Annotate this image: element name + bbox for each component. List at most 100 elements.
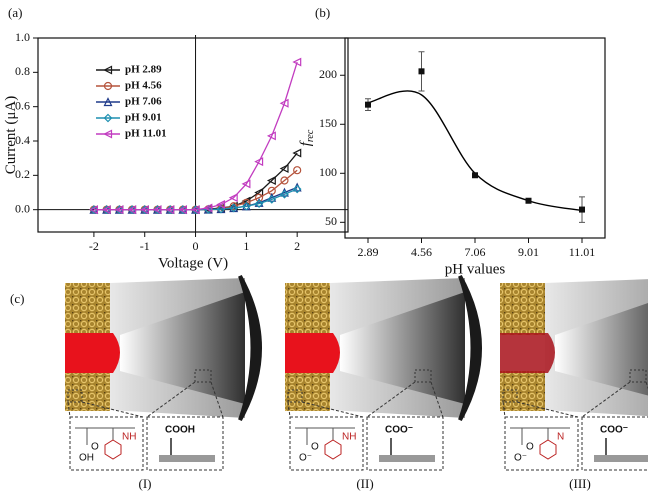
acid-label: COO⁻: [600, 425, 628, 436]
cone-rim: [458, 275, 482, 421]
data-point: [89, 205, 99, 215]
channel-plug: [285, 333, 340, 373]
ring: [539, 439, 557, 460]
y-tick-label: 0.8: [15, 64, 30, 78]
legend-label: pH 2.89: [125, 64, 162, 76]
ring: [324, 439, 342, 460]
zoom-lines: [67, 381, 224, 418]
panel-label: (a): [8, 5, 22, 20]
membrane-top: [285, 283, 330, 335]
acid-label: COO⁻: [385, 425, 413, 436]
zoom-spot: [629, 369, 647, 383]
cone-rim: [238, 275, 262, 421]
data-point: [254, 193, 264, 202]
panel-number: (I): [139, 476, 152, 491]
chem-label: NH: [342, 432, 356, 443]
data-point: [228, 193, 238, 203]
data-point: [114, 205, 124, 215]
zoom-box-left: [289, 416, 364, 471]
zoom-spot: [67, 389, 83, 403]
data-point: [190, 205, 200, 215]
x-tick-label: 9.01: [518, 245, 539, 259]
legend-marker: [103, 129, 113, 139]
chem-label: O: [311, 442, 319, 453]
panel-label: (b): [315, 5, 330, 20]
data-point: [472, 172, 478, 179]
x-tick-label: 7.06: [465, 245, 486, 259]
y-axis-label-sub: rec: [305, 129, 316, 142]
data-point: [525, 197, 532, 204]
panel-number: (II): [356, 476, 373, 491]
membrane-bottom: [65, 371, 110, 411]
panel-number: (III): [569, 476, 591, 491]
channel-plug: [500, 333, 555, 373]
y-tick-label: 0.4: [15, 133, 30, 147]
y-tick-label: 0.0: [15, 201, 30, 215]
data-point: [165, 205, 175, 215]
zoom-spot: [194, 369, 212, 383]
data-point: [279, 98, 289, 108]
data-point: [229, 203, 239, 213]
chem-label: N: [557, 432, 564, 443]
x-tick-label: 0: [193, 239, 199, 253]
zoom-box-right: [366, 416, 444, 471]
polymer-chain: [510, 427, 570, 445]
zoom-spot: [502, 389, 518, 403]
y-tick-label: 50: [325, 214, 337, 228]
data-point: [579, 206, 585, 213]
data-point: [279, 164, 289, 173]
data-point: [152, 205, 162, 215]
cone-inner: [340, 292, 465, 404]
x-tick-label: -1: [140, 239, 150, 253]
data-point: [280, 189, 289, 199]
data-point: [280, 176, 289, 185]
y-tick-label: 0.2: [15, 167, 30, 181]
y-axis-label: Current (μA): [3, 96, 19, 174]
data-point: [365, 101, 371, 108]
x-tick-label: -2: [89, 239, 99, 253]
zoom-box-right: [146, 416, 224, 471]
data-point: [293, 166, 302, 175]
membrane-top: [500, 283, 545, 335]
data-point: [203, 203, 213, 213]
channel-plug: [65, 333, 120, 373]
legend-marker: [103, 65, 113, 75]
chem-label: O⁻: [514, 453, 527, 464]
y-tick-label: 0.6: [15, 98, 30, 112]
y-axis-label: frec: [298, 129, 316, 146]
data-point: [101, 205, 111, 215]
data-point: [139, 205, 149, 215]
x-axis-label: Voltage (V): [158, 255, 228, 271]
zoom-box-left: [69, 416, 144, 471]
data-point: [266, 131, 276, 141]
zoom-box-right: [581, 416, 648, 471]
chem-label: NH: [122, 432, 136, 443]
x-tick-label: 11.01: [569, 245, 596, 259]
legend-marker: [103, 81, 113, 91]
surface: [379, 455, 435, 462]
legend-label: pH 9.01: [125, 112, 162, 124]
data-point: [266, 176, 276, 185]
data-point: [292, 148, 302, 158]
chem-label: OH: [79, 453, 94, 464]
cone-inner: [120, 292, 245, 404]
x-tick-label: 2: [294, 239, 300, 253]
membrane-top: [65, 283, 110, 335]
data-point: [229, 202, 238, 211]
data-point: [254, 199, 264, 209]
y-tick-label: 1.0: [15, 30, 30, 44]
fit-curve: [367, 90, 583, 212]
plot-frame: [37, 37, 349, 233]
ring: [104, 439, 122, 460]
polymer-chain: [75, 427, 135, 445]
zoom-lines: [502, 381, 648, 418]
x-tick-label: 4.56: [411, 245, 432, 259]
y-tick-label: 200: [319, 67, 337, 81]
polymer-chain: [295, 427, 355, 445]
panel-label: (c): [10, 291, 24, 306]
zoom-box-left: [504, 416, 579, 471]
cone-inner: [555, 303, 648, 396]
legend-label: pH 11.01: [125, 128, 167, 140]
membrane-bottom: [500, 371, 545, 411]
